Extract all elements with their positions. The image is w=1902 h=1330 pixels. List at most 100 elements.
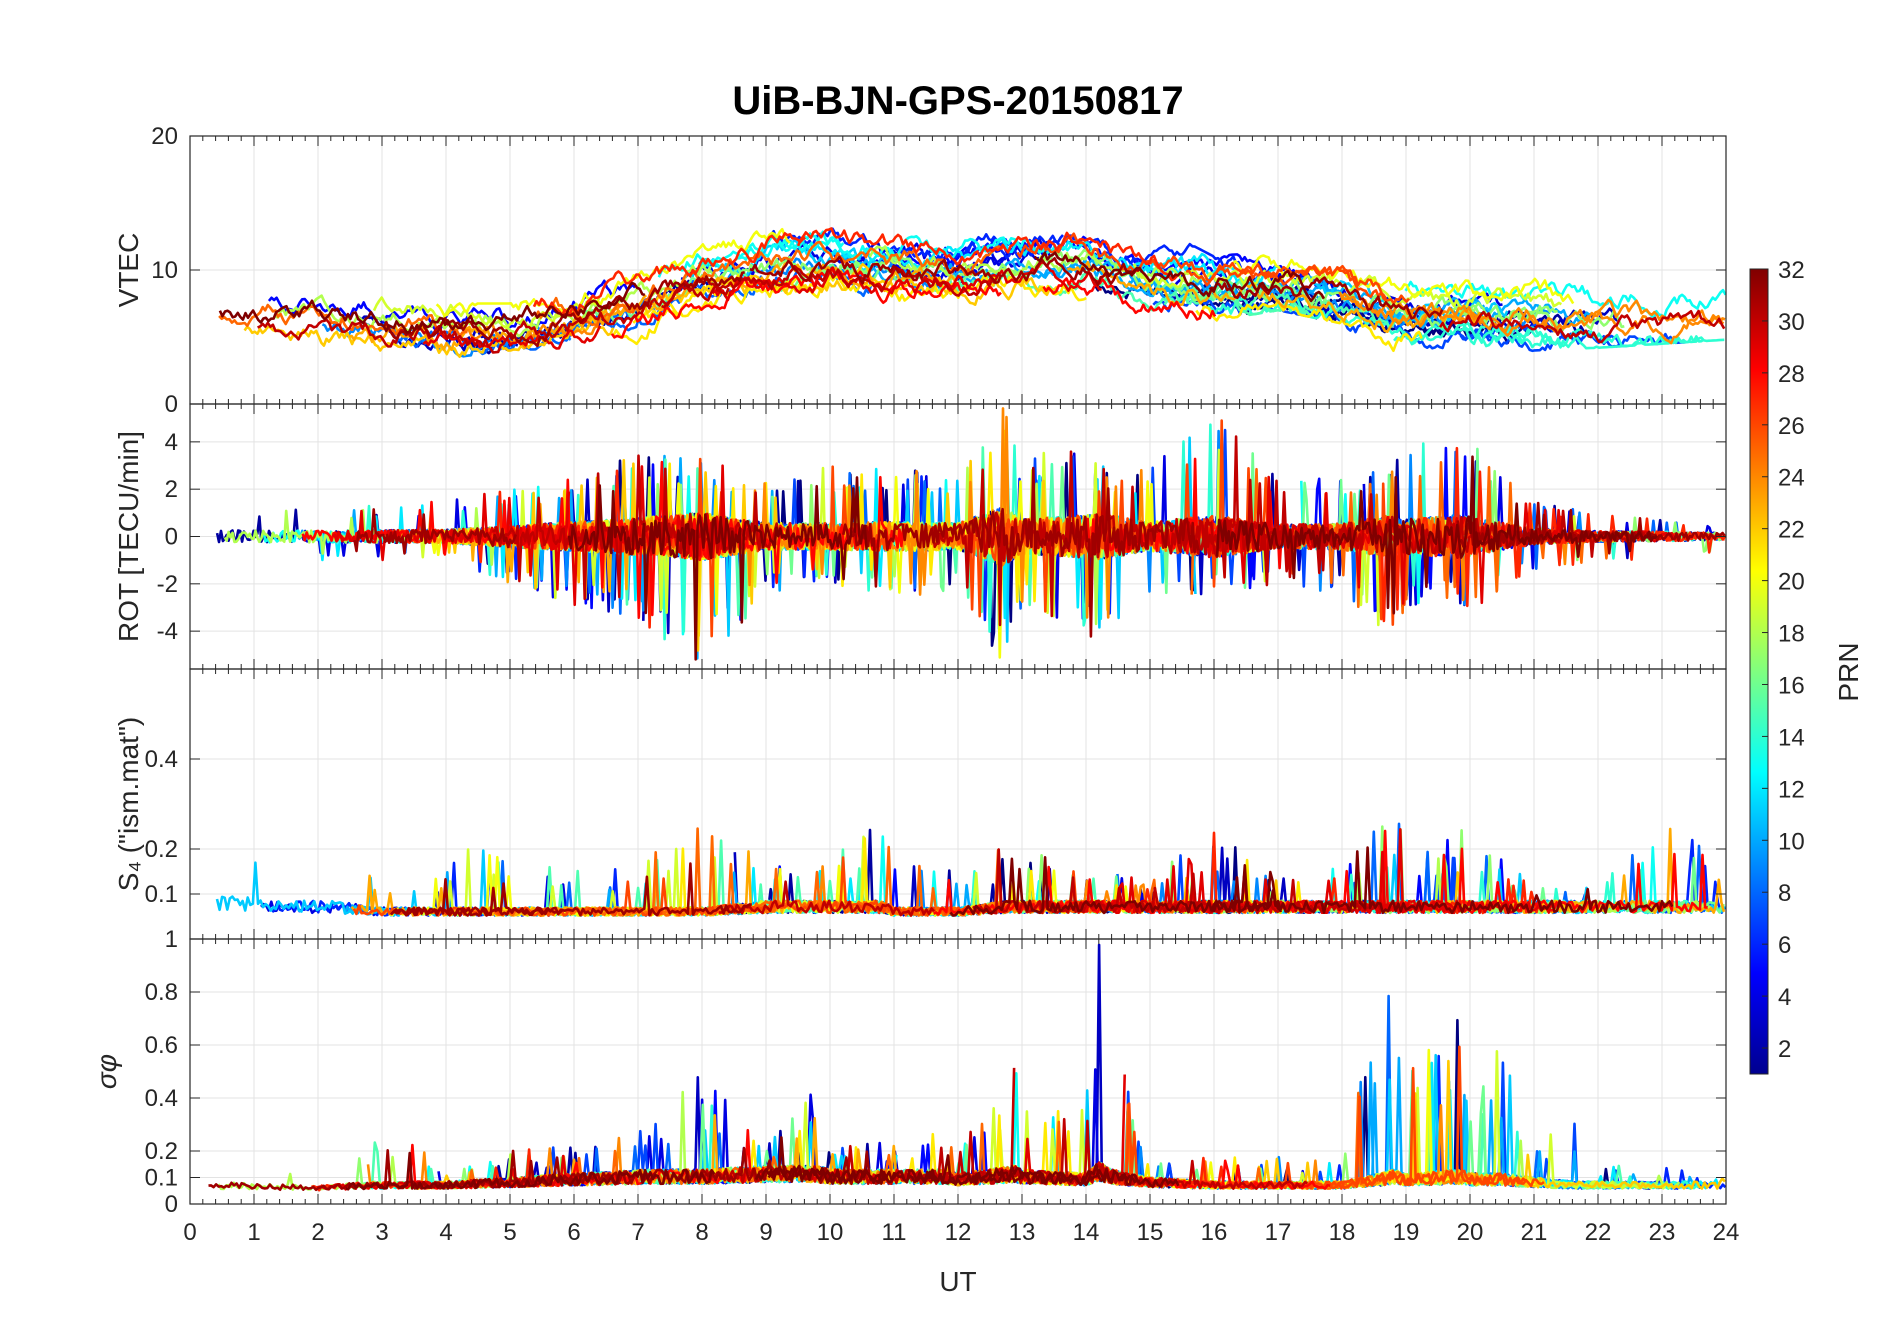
series-prn-5 xyxy=(267,279,636,334)
x-tick-label: 6 xyxy=(567,1219,580,1246)
x-tick-label: 1 xyxy=(247,1219,260,1246)
y-tick-label: 1 xyxy=(165,926,178,953)
series-prn-29 xyxy=(331,491,571,577)
series-prn-24 xyxy=(1338,291,1725,333)
x-tick-label: 14 xyxy=(1073,1219,1100,1246)
series-prn-26 xyxy=(1016,232,1388,300)
series-prn-30 xyxy=(660,264,1001,309)
y-tick-label: 2 xyxy=(165,476,178,503)
series-prn-31 xyxy=(208,1149,640,1192)
y-axis-label: σφ xyxy=(91,1054,122,1089)
series-prn-27 xyxy=(532,232,806,317)
y-tick-label: 4 xyxy=(165,429,178,456)
y-tick-label: 10 xyxy=(151,257,178,284)
colorbar-tick-label: 22 xyxy=(1778,517,1805,544)
chart-title: UiB-BJN-GPS-20150817 xyxy=(732,79,1183,123)
y-tick-label: 0.4 xyxy=(145,1085,178,1112)
colorbar-tick-label: 32 xyxy=(1778,257,1805,284)
x-tick-label: 16 xyxy=(1201,1219,1228,1246)
x-tick-label: 21 xyxy=(1521,1219,1548,1246)
y-tick-label: 0 xyxy=(165,391,178,418)
y-tick-label: -4 xyxy=(157,618,178,645)
colorbar-tick-label: 2 xyxy=(1778,1036,1791,1063)
x-tick-label: 12 xyxy=(945,1219,972,1246)
y-axis-label: S₄ ("ism.mat") xyxy=(113,717,144,891)
colorbar-tick-label: 26 xyxy=(1778,413,1805,440)
x-tick-label: 4 xyxy=(439,1219,452,1246)
y-axis-label: ROT [TECU/min] xyxy=(113,431,144,642)
x-tick-label: 20 xyxy=(1457,1219,1484,1246)
series-prn-27 xyxy=(796,227,1178,282)
series-group xyxy=(218,227,1726,358)
series-prn-23 xyxy=(1066,260,1489,333)
colorbar-gradient xyxy=(1749,268,1769,1075)
series-group xyxy=(208,943,1726,1192)
x-tick-label: 13 xyxy=(1009,1219,1036,1246)
y-tick-label: -2 xyxy=(157,571,178,598)
y-tick-label: 0.2 xyxy=(145,1138,178,1165)
y-tick-label: 20 xyxy=(151,123,178,150)
colorbar-label: PRN xyxy=(1833,642,1864,701)
colorbar-tick-label: 16 xyxy=(1778,672,1805,699)
x-tick-label: 7 xyxy=(631,1219,644,1246)
x-tick-label: 10 xyxy=(817,1219,844,1246)
series-prn-21 xyxy=(1195,299,1423,353)
series-prn-32 xyxy=(949,856,1282,917)
x-tick-label: 11 xyxy=(882,1219,907,1246)
x-tick-label: 15 xyxy=(1137,1219,1164,1246)
x-tick-label: 23 xyxy=(1649,1219,1676,1246)
colorbar-tick-label: 14 xyxy=(1778,724,1805,751)
series-prn-30 xyxy=(492,454,780,601)
colorbar-tick-label: 28 xyxy=(1778,361,1805,388)
series-prn-32 xyxy=(567,476,868,661)
x-tick-label: 22 xyxy=(1585,1219,1612,1246)
series-prn-31 xyxy=(749,255,1140,287)
y-tick-label: 0.8 xyxy=(145,979,178,1006)
colorbar-tick-label: 4 xyxy=(1778,984,1791,1011)
series-prn-13 xyxy=(1404,280,1726,320)
x-tick-label: 24 xyxy=(1713,1219,1740,1246)
colorbar-tick-label: 18 xyxy=(1778,621,1805,648)
series-prn-20 xyxy=(435,227,791,317)
series-prn-32 xyxy=(767,1136,1141,1187)
y-tick-label: 0.1 xyxy=(145,881,178,908)
series-prn-31 xyxy=(1208,276,1444,320)
series-prn-30 xyxy=(1179,478,1647,575)
series-prn-7 xyxy=(1152,298,1627,350)
colorbar-tick-label: 6 xyxy=(1778,932,1791,959)
panel-sigphi: 00.10.2 0.4 0.6 0.8 1 σφ xyxy=(91,926,1727,1218)
y-tick-label: 0.1 xyxy=(145,1165,178,1192)
colorbar-tick-label: 12 xyxy=(1778,776,1805,803)
x-tick-label: 2 xyxy=(311,1219,324,1246)
series-prn-29 xyxy=(422,325,602,350)
series-prn-30 xyxy=(718,880,936,917)
panel-s4: 0.1 0.2 0.4S₄ ("ism.mat") xyxy=(113,668,1727,940)
x-tick-label: 0 xyxy=(183,1219,196,1246)
series-prn-32 xyxy=(1210,846,1674,915)
series-prn-31 xyxy=(353,508,518,555)
y-tick-label: 0.6 xyxy=(145,1032,178,1059)
x-axis: 0 1 2 3 4 5 6 7 8 9 10 11 12 13 14 15 16 17 18 19 20 21 22 23 24 xyxy=(183,1219,1739,1246)
x-tick-label: 3 xyxy=(375,1219,388,1246)
colorbar-tick-label: 20 xyxy=(1778,569,1805,596)
series-prn-32 xyxy=(218,281,646,334)
series-prn-25 xyxy=(534,240,1006,327)
x-tick-label: 18 xyxy=(1329,1219,1356,1246)
panel-vtec: 0 10 20 VTEC xyxy=(113,123,1727,418)
x-tick-label: 5 xyxy=(503,1219,516,1246)
colorbar-tick-label: 10 xyxy=(1778,828,1805,855)
series-prn-30 xyxy=(1438,309,1726,344)
series-prn-3 xyxy=(1283,294,1619,333)
series-prn-14 xyxy=(1462,323,1705,350)
series-prn-20 xyxy=(1229,254,1575,305)
colorbar-tick-label: 24 xyxy=(1778,465,1805,492)
x-tick-label: 9 xyxy=(759,1219,772,1246)
series-prn-6 xyxy=(1336,1054,1726,1190)
series-prn-31 xyxy=(842,466,1200,638)
x-tick-label: 19 xyxy=(1393,1219,1420,1246)
y-tick-label: 0 xyxy=(165,524,178,551)
series-prn-32 xyxy=(345,1151,716,1191)
